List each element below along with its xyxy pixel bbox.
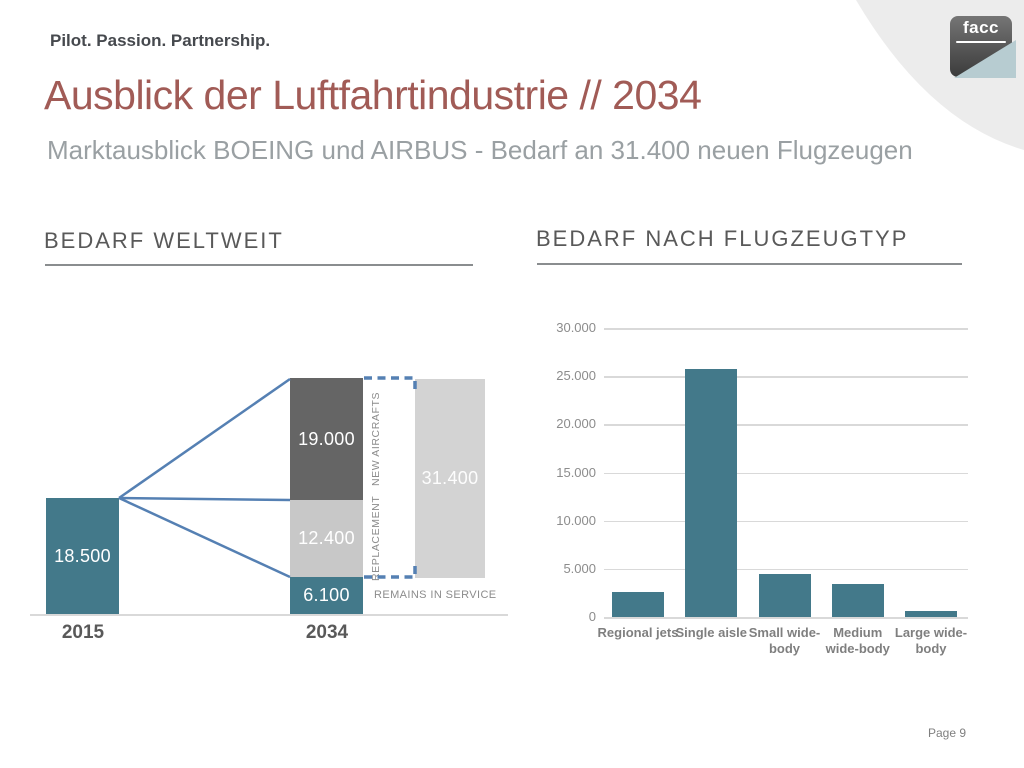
facc-logo-underline	[956, 41, 1006, 43]
y-tick-label: 20.000	[556, 416, 596, 432]
x-tick-label: Small wide- body	[748, 625, 821, 656]
grid-line	[604, 520, 968, 523]
y-tick-label: 0	[588, 609, 596, 624]
slide-title: Ausblick der Luftfahrtindustrie // 2034	[44, 72, 702, 118]
y-tick-label: 10.000	[556, 512, 596, 528]
x-label-2034: 2034	[305, 622, 349, 643]
grid-line	[604, 376, 968, 378]
x-tick-label: Single aisle	[675, 625, 748, 640]
grid-line	[604, 472, 968, 474]
aircraft-type-chart: 30.000 25.000 20.000 15.000 10.000 5.000 0 Regi…	[530, 310, 992, 660]
y-tick-label: 30.000	[556, 320, 596, 335]
bar-large-wide-body	[905, 611, 957, 617]
x-tick-label: Regional jets	[597, 625, 679, 640]
x-tick-label: Medium wide-body	[825, 625, 890, 656]
x-label-2015: 2015	[61, 622, 105, 643]
replacement-value-label: 12.400	[298, 528, 355, 548]
y-tick-label: 5.000	[563, 560, 596, 576]
right-heading-rule	[537, 263, 962, 265]
world-demand-chart: 18.500 19.000 12.400 6.100 NEW AIRCRAFTS…	[30, 360, 510, 670]
left-chart-heading: BEDARF WELTWEIT	[44, 228, 284, 253]
y-tick-label: 25.000	[556, 368, 596, 384]
grid-line	[604, 328, 968, 330]
x-tick-label: Large wide- body	[894, 625, 968, 656]
bar-2015-fleet: 18.500	[46, 498, 119, 614]
bar-2034-new-aircrafts: 19.000	[290, 378, 363, 500]
left-heading-rule	[45, 264, 473, 266]
right-chart-heading: BEDARF NACH FLUGZEUGTYP	[536, 226, 909, 251]
bar-total-new-aircraft: 31.400	[415, 379, 485, 578]
bar-single-aisle	[685, 369, 738, 617]
bar-regional-jets	[612, 591, 664, 617]
bar-2034-remains-in-service: 6.100	[290, 577, 363, 614]
bar-medium-wide-body	[831, 584, 884, 617]
left-chart-baseline	[30, 614, 508, 616]
grid-line	[604, 617, 968, 619]
facc-logo-wordmark: facc	[962, 18, 1000, 37]
bar-small-wide-body	[758, 573, 811, 617]
company-tagline: Pilot. Passion. Partnership.	[50, 31, 271, 50]
grid-line	[604, 424, 968, 426]
connector-lines	[118, 376, 417, 579]
facc-logo: facc	[950, 16, 1016, 78]
slide-subtitle: Marktausblick BOEING und AIRBUS - Bedarf…	[47, 135, 913, 165]
bar-2015-value-label: 18.500	[54, 545, 111, 566]
new-aircrafts-value-label: 19.000	[298, 428, 355, 449]
y-tick-label: 15.000	[556, 464, 596, 480]
facc-logo-wing-icon	[954, 40, 1016, 78]
remains-in-service-caption: REMAINS IN SERVICE	[374, 589, 497, 601]
total-value-label: 31.400	[421, 468, 479, 488]
grid-line	[604, 568, 968, 571]
remains-value-label: 6.100	[303, 585, 350, 605]
bar-2034-replacement: 12.400	[290, 500, 363, 577]
page-number: Page 9	[928, 726, 967, 740]
